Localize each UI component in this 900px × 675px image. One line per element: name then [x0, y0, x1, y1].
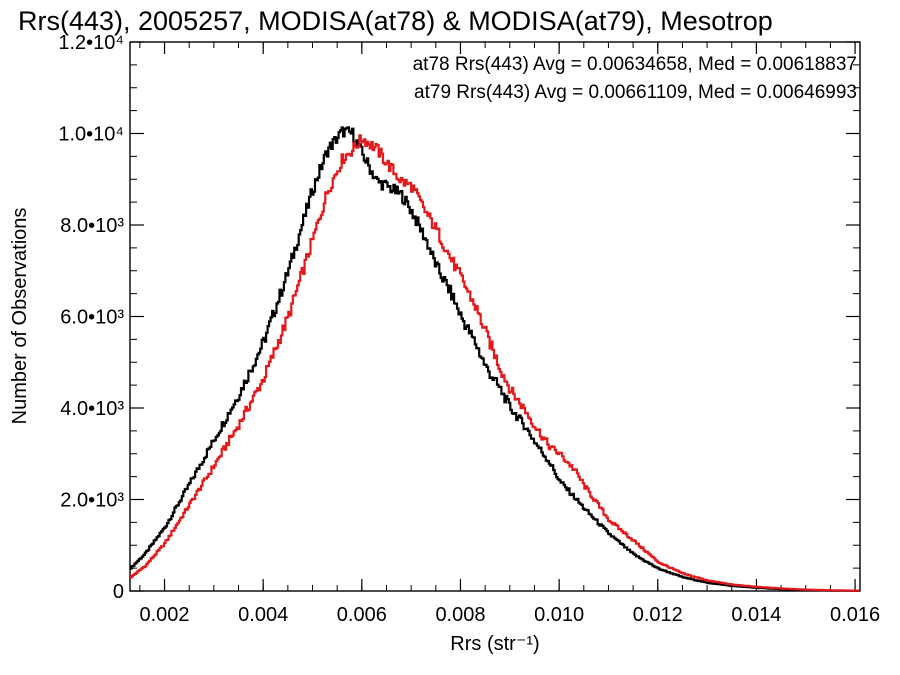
- series-layer: [130, 126, 860, 592]
- annotation-at78: at78 Rrs(443) Avg = 0.00634658, Med = 0.…: [413, 54, 857, 75]
- y-tick-label: 2.0•10³: [60, 490, 124, 512]
- axis-ticks: 0.002 0.004 0.006 0.008 0.010 0.012 0.014 0.016…: [58, 32, 880, 626]
- series-line-1: [130, 134, 860, 592]
- y-tick-label: 0: [113, 581, 124, 603]
- x-tick-label: 0.002: [139, 604, 189, 626]
- x-tick-label: 0.008: [435, 604, 485, 626]
- y-tick-label: 4.0•10³: [60, 398, 124, 420]
- y-axis-label: Number of Observations: [9, 208, 31, 425]
- y-tick-label: 1.0•10⁴: [58, 124, 124, 146]
- annotation-at79: at79 Rrs(443) Avg = 0.00661109, Med = 0.…: [414, 82, 857, 103]
- x-tick-label: 0.004: [238, 604, 288, 626]
- chart-title: Rrs(443), 2005257, MODISA(at78) & MODISA…: [18, 6, 773, 36]
- x-tick-label: 0.014: [731, 604, 781, 626]
- plot-border: [129, 41, 861, 592]
- series-line-0: [130, 126, 860, 592]
- plot-area: [129, 41, 861, 592]
- y-tick-label: 6.0•10³: [60, 307, 124, 329]
- x-tick-label: 0.006: [337, 604, 387, 626]
- x-axis-label: Rrs (str⁻¹): [450, 633, 539, 655]
- y-tick-label: 8.0•10³: [60, 215, 124, 237]
- x-tick-label: 0.010: [534, 604, 584, 626]
- x-tick-label: 0.012: [633, 604, 683, 626]
- y-tick-label: 1.2•10⁴: [58, 32, 124, 54]
- x-tick-label: 0.016: [830, 604, 880, 626]
